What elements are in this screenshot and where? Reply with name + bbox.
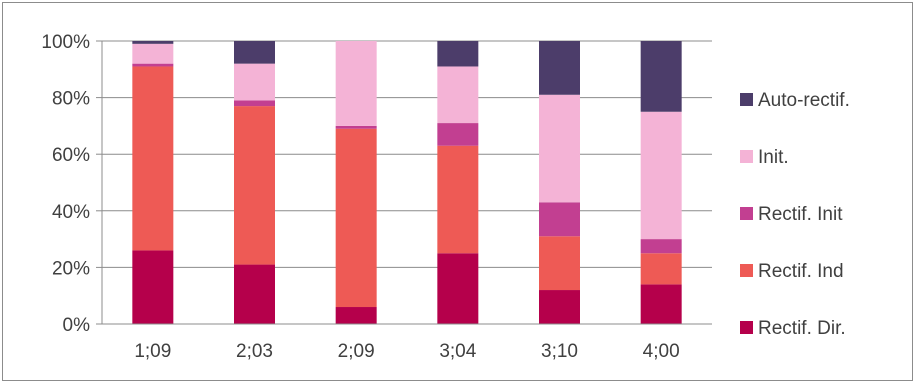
legend-label: Init. (758, 147, 789, 168)
x-tick-label: 3;04 (439, 341, 476, 362)
x-axis-tick-labels: 1;09 2;03 2;09 3;04 3;10 4;00 (134, 341, 679, 362)
bar-segment-init- (335, 41, 377, 126)
bar-segment-auto-rectif- (437, 41, 479, 67)
legend-swatch (740, 93, 753, 106)
gridlines (96, 40, 712, 325)
bar-segment-rectif-dir- (640, 284, 682, 324)
bar-segment-rectif-init (132, 63, 174, 67)
legend-label: Rectif. Init (758, 204, 843, 225)
legend-swatch (740, 150, 753, 163)
x-tick-label: 1;09 (134, 341, 171, 362)
legend: Auto-rectif. Init. Rectif. Init Rectif. Ind… (740, 90, 850, 339)
bar-segment-rectif-ind (234, 106, 275, 265)
bar-segment-rectif-ind (640, 253, 682, 285)
x-tick-label: 2;09 (338, 341, 375, 362)
legend-label: Rectif. Ind (758, 261, 844, 282)
legend-label: Rectif. Dir. (758, 318, 846, 339)
x-tick-label: 4;00 (643, 341, 680, 362)
legend-label: Auto-rectif. (758, 90, 850, 111)
bar-stack-3;04 (437, 41, 479, 324)
bar-segment-init- (640, 111, 682, 240)
bar-stack-2;09 (335, 41, 377, 324)
bar-segment-init- (234, 63, 275, 101)
bar-segment-auto-rectif- (640, 41, 682, 112)
bar-segment-init- (539, 94, 580, 203)
bar-stacks (102, 41, 712, 325)
y-tick-label: 0% (63, 315, 91, 336)
bar-segment-init- (437, 66, 479, 124)
bar-segment-auto-rectif- (234, 41, 275, 64)
y-tick-label: 40% (52, 202, 90, 223)
bar-segment-auto-rectif- (132, 41, 174, 44)
bar-segment-auto-rectif- (539, 41, 580, 95)
y-tick-label: 100% (41, 32, 90, 53)
bar-segment-rectif-dir- (234, 264, 275, 324)
bar-segment-rectif-init (539, 202, 580, 237)
x-tick-label: 3;10 (541, 341, 578, 362)
bar-segment-rectif-dir- (539, 290, 580, 324)
bar-segment-rectif-ind (539, 236, 580, 291)
bar-segment-rectif-ind (335, 128, 377, 308)
legend-swatch (740, 321, 753, 334)
bar-stack-1;09 (132, 41, 174, 324)
bar-segment-rectif-dir- (132, 250, 174, 324)
legend-swatch (740, 207, 753, 220)
bar-segment-rectif-ind (132, 66, 174, 251)
bar-segment-rectif-init (437, 123, 479, 146)
y-axis-tick-labels: 0% 20% 40% 60% 80% 100% (41, 32, 90, 336)
bar-stack-4;00 (640, 41, 682, 324)
bar-segment-rectif-ind (437, 145, 479, 254)
bar-segment-rectif-init (234, 100, 275, 107)
bar-stack-2;03 (234, 41, 275, 324)
legend-swatch (740, 264, 753, 277)
bar-segment-rectif-init (640, 239, 682, 254)
y-tick-label: 20% (52, 258, 90, 279)
bar-segment-rectif-init (335, 125, 377, 129)
bar-segment-rectif-dir- (335, 307, 377, 324)
bar-stack-3;10 (539, 41, 580, 324)
x-tick-label: 2;03 (236, 341, 273, 362)
y-tick-label: 60% (52, 145, 90, 166)
bar-segment-rectif-dir- (437, 253, 479, 324)
bar-segment-init- (132, 43, 174, 64)
y-tick-label: 80% (52, 89, 90, 110)
